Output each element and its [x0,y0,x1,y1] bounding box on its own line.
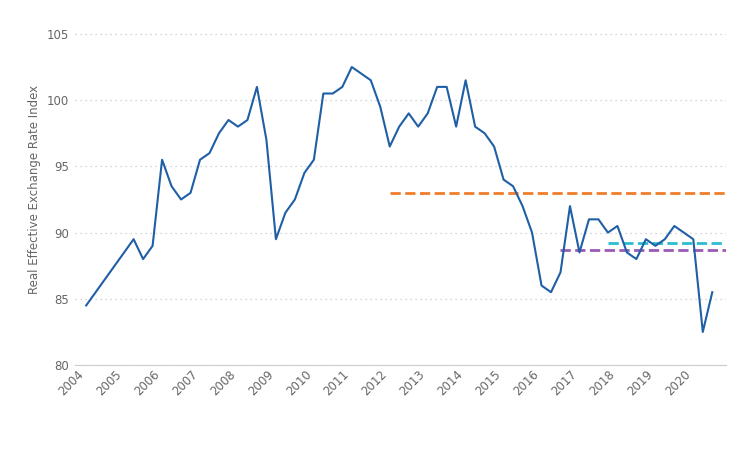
Y-axis label: Real Effective Exchange Rate Index: Real Effective Exchange Rate Index [28,85,41,294]
